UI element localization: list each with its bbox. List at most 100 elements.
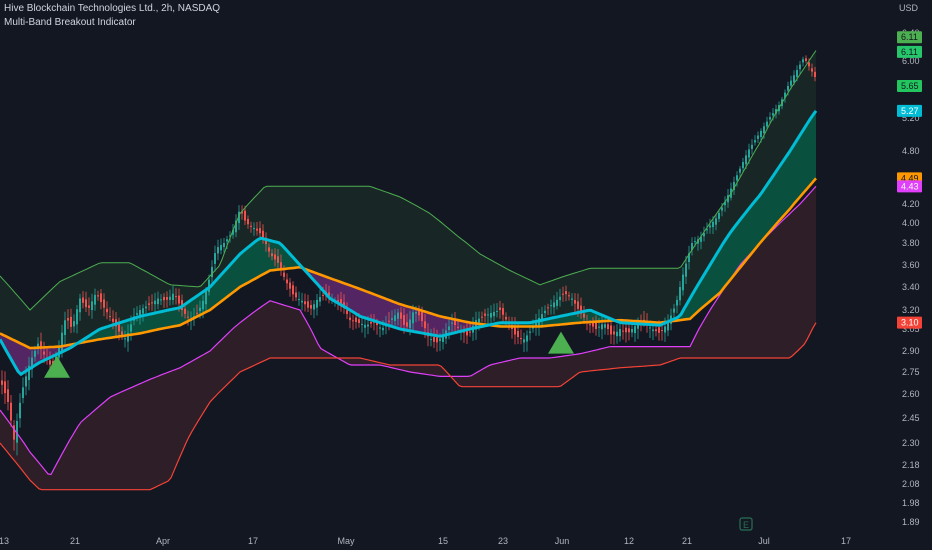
cloud-segment <box>726 234 729 286</box>
cloud-segment <box>450 318 453 334</box>
time-axis[interactable]: 13 21 Apr 17 May 15 23 Jun 12 21 Jul 17 <box>0 536 851 546</box>
candle-body <box>121 331 123 336</box>
candle-body <box>319 297 321 302</box>
x-tick-label: 17 <box>248 536 258 546</box>
cloud-segment <box>24 345 27 373</box>
candle-body <box>520 338 522 340</box>
cloud-segment <box>777 165 780 224</box>
candle-body <box>355 317 357 323</box>
orange-ma-line <box>0 177 817 350</box>
y-tick-label: 3.40 <box>902 282 920 292</box>
price-tag <box>897 104 922 117</box>
candle-body <box>289 282 291 289</box>
candle-body <box>229 235 231 237</box>
price-tag <box>897 31 922 44</box>
candle-body <box>157 298 159 305</box>
indicator-name[interactable]: Multi-Band Breakout Indicator <box>4 17 136 28</box>
candle-body <box>544 310 546 314</box>
candle-body <box>436 337 438 343</box>
cloud-segment <box>18 342 21 375</box>
candle-body <box>148 303 150 305</box>
cloud-segment <box>774 170 777 227</box>
price-tag-label: 4.43 <box>901 181 919 191</box>
teal-ma-line <box>0 110 818 377</box>
candle-body <box>790 80 792 86</box>
y-tick-label: 3.80 <box>902 238 920 248</box>
candle-body <box>748 149 750 158</box>
candle-body <box>70 316 72 327</box>
candle-body <box>757 135 759 139</box>
candle-body <box>94 294 96 305</box>
cloud-segment <box>708 263 711 303</box>
candle-body <box>400 312 402 319</box>
tradingview-logo-icon[interactable]: E <box>739 517 753 531</box>
cloud-segment <box>267 239 270 273</box>
y-tick-label: 3.60 <box>902 260 920 270</box>
cloud-segment <box>138 316 141 334</box>
candle-body <box>493 311 495 317</box>
cloud-segment <box>162 310 165 329</box>
candle-body <box>802 59 804 63</box>
candle-body <box>718 212 720 219</box>
candle-body <box>634 326 636 334</box>
candle-body <box>220 245 222 251</box>
cloud-segment <box>756 196 759 248</box>
candle-body <box>199 307 201 312</box>
candle-body <box>232 229 234 235</box>
candle-body <box>295 292 297 298</box>
candle-body <box>403 315 405 325</box>
cloud-segment <box>147 314 150 332</box>
candle-body <box>409 319 411 329</box>
candle-body <box>142 308 144 314</box>
price-tags: 6.11 6.11 5.65 5.27 4.494.43 3.10 <box>897 31 922 329</box>
cloud-segment <box>765 183 768 238</box>
candle-body <box>217 247 219 254</box>
symbol-title[interactable]: Hive Blockchain Technologies Ltd., 2h, N… <box>4 3 221 14</box>
candle-body <box>478 318 480 323</box>
candle-body <box>202 300 204 310</box>
candle-body <box>226 239 228 242</box>
cloud-segment <box>810 114 813 186</box>
candle-body <box>526 335 528 342</box>
candle-body <box>529 331 531 333</box>
candle-body <box>259 228 261 234</box>
x-tick-label: 21 <box>682 536 692 546</box>
cloud-segment <box>216 277 219 306</box>
cloud-segment <box>150 313 153 332</box>
candle-body <box>490 313 492 318</box>
cloud-segment <box>168 309 171 328</box>
candle-body <box>172 293 174 301</box>
candle-body <box>301 300 303 303</box>
cloud-segment <box>363 290 366 319</box>
candle-body <box>466 329 468 336</box>
candle-body <box>433 337 435 342</box>
candle-body <box>721 207 723 211</box>
candle-body <box>484 313 486 316</box>
candle-body <box>124 338 126 340</box>
candle-body <box>685 263 687 277</box>
candle-body <box>505 316 507 320</box>
candle-body <box>793 75 795 83</box>
candle-body <box>241 211 243 214</box>
candle-body <box>238 211 240 224</box>
candle-body <box>796 69 798 77</box>
band-fills <box>0 50 816 490</box>
cloud-segment <box>762 187 765 241</box>
price-axis[interactable]: 6.406.005.204.804.204.003.803.603.403.20… <box>902 28 920 527</box>
candle-body <box>454 320 456 326</box>
cloud-segment <box>741 214 744 267</box>
cloud-segment <box>807 119 810 189</box>
candle-body <box>43 351 45 355</box>
candle-body <box>340 299 342 304</box>
cloud-segment <box>729 230 732 282</box>
candle-body <box>322 294 324 296</box>
candle-body <box>766 121 768 127</box>
candle-body <box>166 297 168 300</box>
candle-body <box>724 201 726 206</box>
candle-body <box>604 324 606 328</box>
candle-body <box>352 320 354 322</box>
candle-body <box>127 333 129 342</box>
candle-body <box>175 296 177 298</box>
candle-body <box>769 117 771 120</box>
